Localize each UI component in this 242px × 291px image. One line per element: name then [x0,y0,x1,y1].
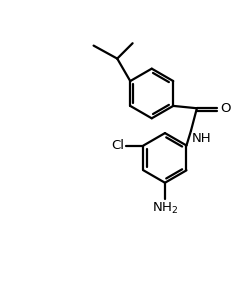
Text: Cl: Cl [111,139,124,152]
Text: NH$_2$: NH$_2$ [152,200,178,216]
Text: O: O [220,102,231,115]
Text: NH: NH [192,132,212,145]
